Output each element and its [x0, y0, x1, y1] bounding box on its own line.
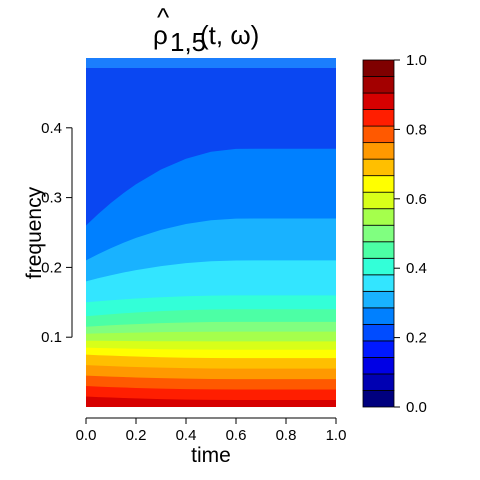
colorbar-swatch	[362, 125, 395, 144]
colorbar-swatch	[362, 191, 395, 210]
colorbar-swatch	[362, 390, 395, 408]
colorbar-swatch	[362, 208, 395, 226]
title-args: (t, ω)	[200, 20, 259, 50]
x-axis-title: time	[191, 444, 231, 467]
colorbar-swatch	[362, 257, 395, 276]
colorbar-tick-label: 0.0	[406, 399, 427, 416]
y-axis-title: frequency	[23, 186, 46, 279]
colorbar-tick-label: 0.8	[406, 121, 427, 138]
colorbar-swatch	[362, 59, 395, 77]
y-tick-label: 0.4	[41, 120, 62, 137]
colorbar-swatch	[362, 323, 395, 342]
colorbar-tick-label: 0.6	[406, 191, 427, 208]
colorbar-swatch	[362, 340, 395, 358]
contour-band	[86, 396, 336, 407]
contour-band-top	[86, 58, 336, 68]
colorbar: 0.0 0.2 0.4 0.6 0.8 1.0	[362, 52, 427, 416]
colorbar-swatch	[362, 142, 395, 160]
colorbar-swatch	[362, 357, 395, 375]
colorbar-swatch	[362, 92, 395, 110]
y-tick-label: 0.3	[41, 190, 62, 207]
x-tick-label: 0.0	[76, 427, 97, 444]
colorbar-swatch	[362, 175, 395, 193]
x-tick-label: 1.0	[326, 427, 347, 444]
colorbar-swatch	[362, 274, 395, 292]
x-tick-label: 0.6	[226, 427, 247, 444]
x-axis: 0.0 0.2 0.4 0.6 0.8 1.0	[76, 417, 347, 444]
plot-area	[86, 58, 336, 408]
colorbar-tick-label: 1.0	[406, 52, 427, 69]
colorbar-swatch	[362, 158, 395, 177]
colorbar-tick-label: 0.2	[406, 330, 427, 347]
x-tick-label: 0.2	[126, 427, 147, 444]
x-tick-label: 0.4	[176, 427, 197, 444]
colorbar-swatch	[362, 109, 395, 127]
colorbar-swatch	[362, 290, 395, 309]
colorbar-swatch	[362, 76, 395, 94]
plot-title: ρ ^ 1,5 (t, ω)	[153, 2, 259, 57]
colorbar-swatch	[362, 241, 395, 259]
title-symbol: ρ	[153, 20, 168, 50]
y-axis: 0.1 0.2 0.3 0.4	[41, 120, 73, 346]
colorbar-swatch	[362, 224, 395, 243]
y-tick-label: 0.1	[41, 329, 62, 346]
colorbar-tick-label: 0.4	[406, 260, 427, 277]
title-hat: ^	[157, 2, 170, 32]
colorbar-swatch	[362, 373, 395, 391]
colorbar-swatch	[362, 307, 395, 325]
title-subscript: 1,5	[170, 27, 206, 57]
x-tick-label: 0.8	[276, 427, 297, 444]
y-tick-label: 0.2	[41, 259, 62, 276]
